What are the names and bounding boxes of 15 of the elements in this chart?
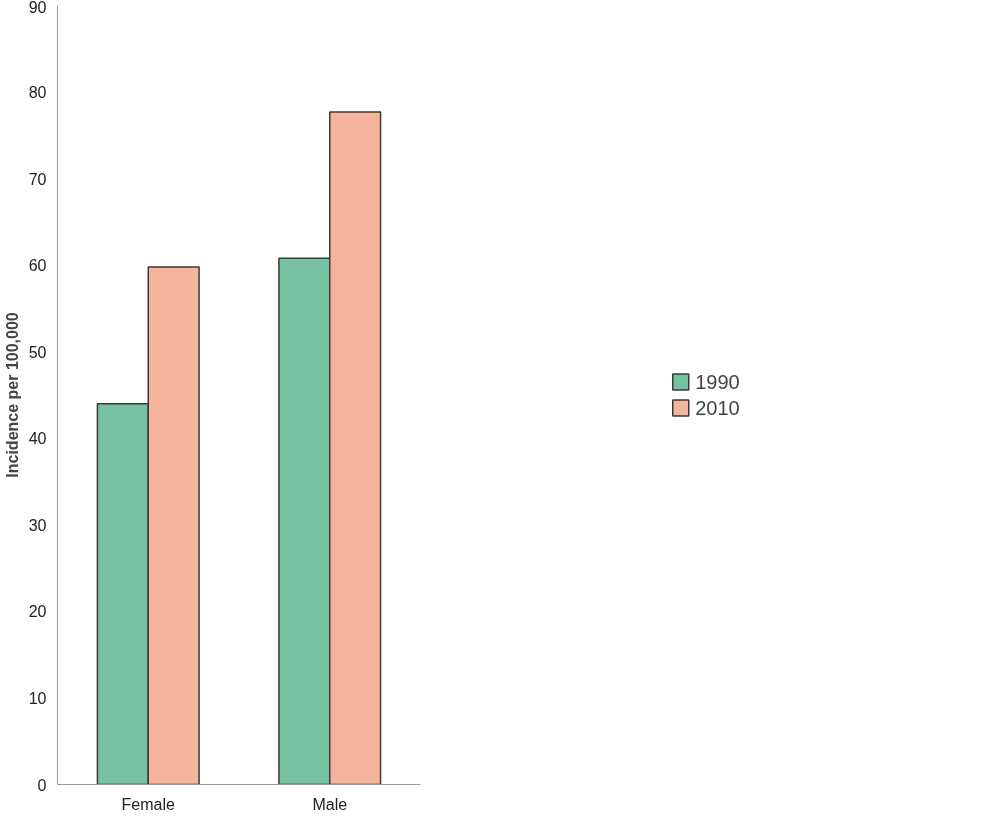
y-tick-label: 60 — [28, 257, 47, 275]
y-tick-label: 0 — [37, 776, 47, 794]
y-tick-label: 40 — [28, 430, 47, 448]
y-tick-label: 90 — [28, 0, 47, 16]
y-tick-label: 70 — [28, 170, 47, 188]
x-tick-label: Male — [312, 795, 348, 813]
y-tick-label: 20 — [28, 603, 47, 621]
x-tick-label: Female — [121, 795, 176, 813]
legend-label: 1990 — [695, 370, 740, 393]
y-tick-label: 10 — [28, 689, 47, 707]
y-tick-label: 30 — [28, 516, 47, 534]
legend-label: 2010 — [695, 396, 740, 419]
y-axis-title: Incidence per 100,000 — [3, 312, 21, 478]
y-tick-label: 50 — [28, 343, 47, 361]
y-tick-label: 80 — [28, 84, 47, 102]
